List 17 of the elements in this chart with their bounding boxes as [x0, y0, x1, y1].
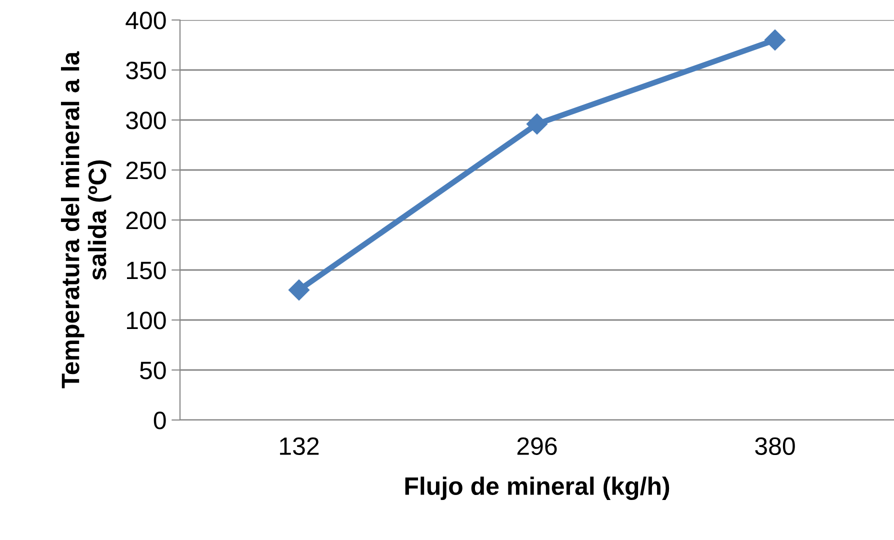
x-tick-label: 132	[280, 437, 319, 456]
y-tick-label: 400	[126, 12, 166, 30]
x-tick-label: 380	[755, 437, 795, 456]
y-tick-label: 0	[154, 412, 166, 430]
y-tick-label: 150	[127, 262, 166, 280]
y-tick-label: 200	[126, 212, 166, 230]
point	[288, 279, 310, 301]
y-tick-label: 100	[127, 312, 166, 330]
y-tick-label: 50	[140, 362, 166, 380]
x-axis-title: Flujo de mineral (kg/h)	[405, 476, 670, 500]
y-tick-label: 250	[126, 162, 166, 180]
point	[526, 113, 548, 135]
y-tick-label: 350	[126, 62, 166, 80]
x-tick-label: 296	[517, 437, 557, 456]
point	[764, 29, 786, 51]
y-tick-label: 300	[126, 112, 166, 130]
y-axis-title: Temperatura del mineral a la salida (ºC)	[60, 51, 112, 388]
